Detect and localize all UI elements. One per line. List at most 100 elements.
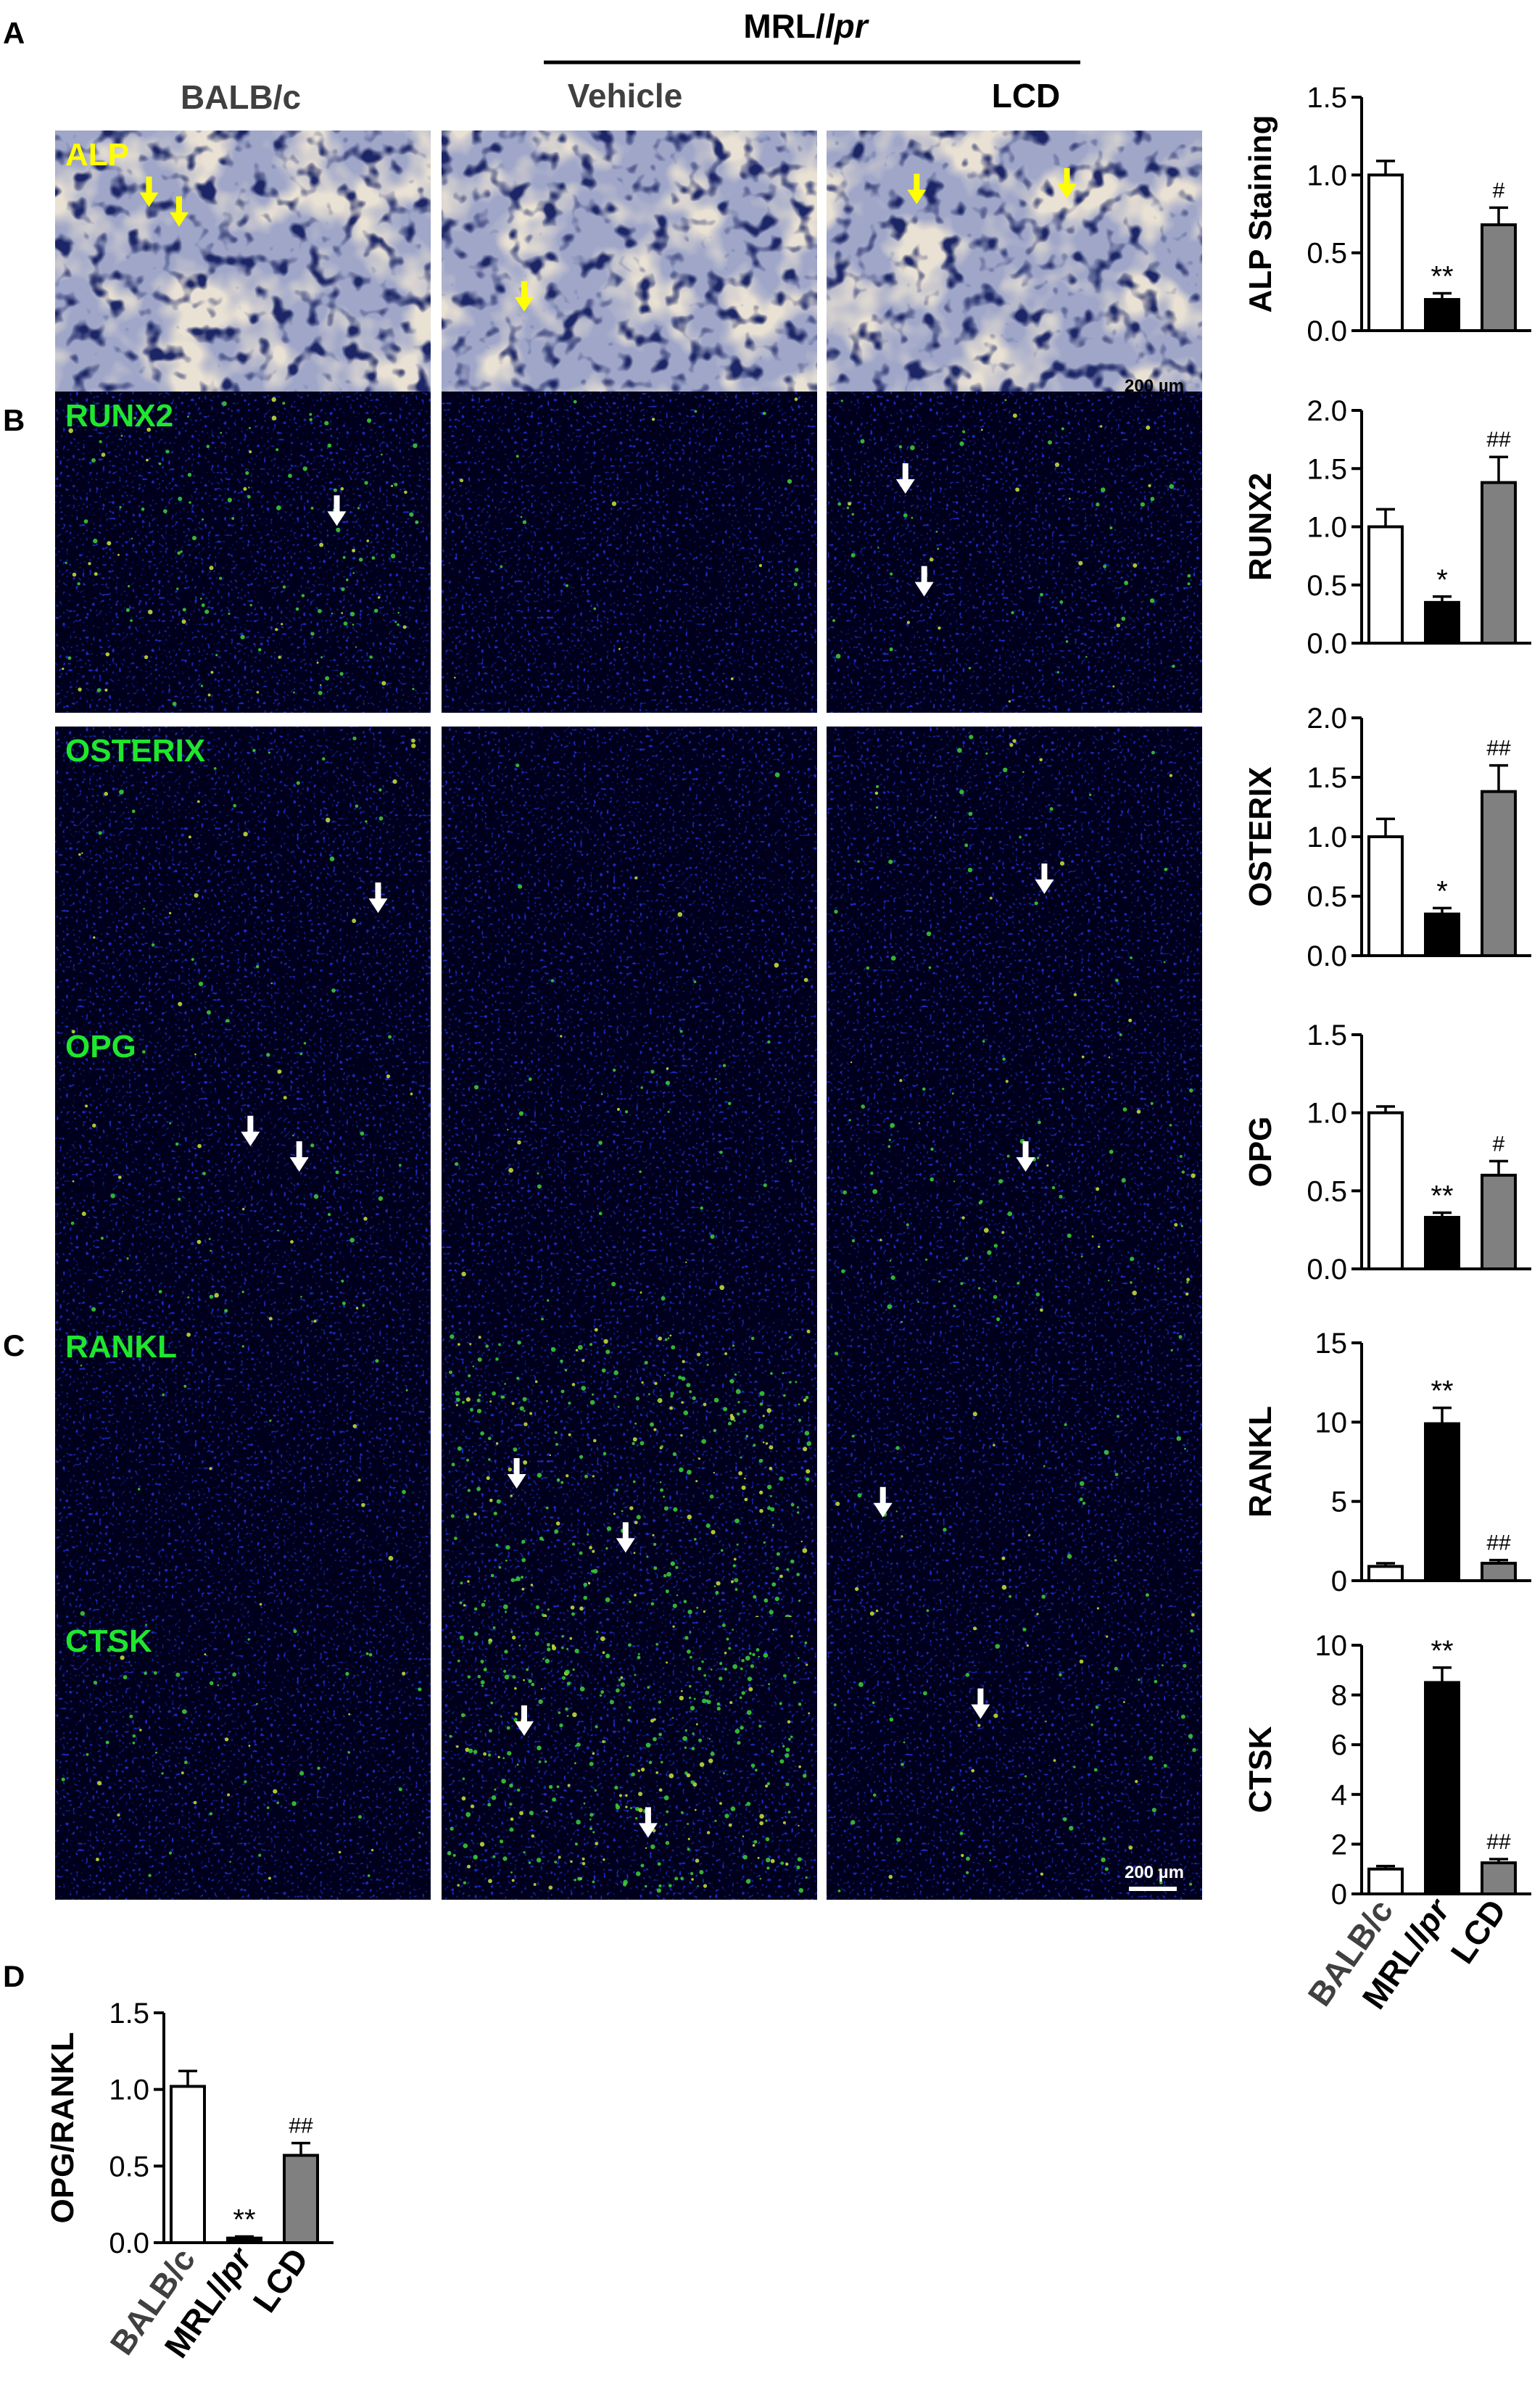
- y-tick-label: 1.5: [1307, 1019, 1347, 1051]
- significance-marker: ##: [1486, 428, 1511, 452]
- arrow-marker: [507, 1458, 526, 1489]
- x-tick-label: LCD: [1443, 1892, 1513, 1970]
- micrograph-ctsk-vehicle: [442, 1617, 817, 1900]
- panel-letter-b: B: [3, 403, 25, 437]
- stain-label-osterix: OSTERIX: [65, 733, 205, 769]
- bar-mrl-lpr: [1424, 595, 1460, 645]
- arrow-marker: [616, 1522, 635, 1553]
- arrow-marker: [327, 495, 347, 526]
- micrograph-ctsk-balbc: CTSK: [55, 1617, 431, 1900]
- bar-balb-c: [170, 2069, 206, 2244]
- arrow-marker: [907, 173, 927, 204]
- y-tick-label: 0: [1331, 1565, 1347, 1597]
- arrow-marker: [873, 1486, 893, 1518]
- y-tick-label: 1.0: [1307, 512, 1347, 544]
- panel-letter-d: D: [3, 1959, 25, 1993]
- significance-marker: *: [1436, 564, 1448, 596]
- group-label: MRL/lpr: [743, 7, 869, 45]
- bar-chart-runx2: 0.0 0.5 1.0 1.5 2.0 RUNX2 * ##: [1243, 395, 1531, 660]
- stain-label-alp: ALP: [65, 137, 129, 173]
- y-axis-label: OPG/RANKL: [45, 2032, 80, 2224]
- column-header-vehicle: Vehicle: [568, 77, 683, 115]
- y-tick-label: 10: [1315, 1407, 1348, 1439]
- bar-balb-c: [1367, 1562, 1404, 1583]
- bar-mrl-lpr: [226, 2235, 262, 2244]
- arrow-marker: [514, 1705, 534, 1736]
- y-tick-label: 1.0: [109, 2074, 149, 2106]
- significance-marker: **: [1431, 260, 1453, 292]
- bar-balb-c: [1367, 508, 1404, 645]
- y-tick-label: 5: [1331, 1486, 1347, 1518]
- y-tick-label: 2.0: [1307, 703, 1347, 735]
- y-tick-label: 1.5: [1307, 82, 1347, 114]
- micrograph-opg-vehicle: [442, 1022, 817, 1341]
- bar-mrl-lpr: [1424, 291, 1460, 333]
- micrograph-alp-balbc: ALP: [55, 131, 431, 413]
- y-tick-label: 8: [1331, 1680, 1347, 1712]
- y-tick-label: 2.0: [1307, 395, 1347, 427]
- arrow-marker: [514, 281, 534, 312]
- y-axis-label: RANKL: [1243, 1406, 1278, 1518]
- bar-mrl-lpr: [1424, 1406, 1460, 1583]
- panel-letter-a: A: [3, 16, 25, 50]
- bar-lcd: [1481, 764, 1517, 958]
- significance-marker: ##: [289, 2114, 313, 2138]
- stain-label-runx2: RUNX2: [65, 398, 173, 434]
- y-tick-label: 2: [1331, 1829, 1347, 1861]
- y-tick-label: 15: [1315, 1328, 1348, 1360]
- arrow-marker: [638, 1807, 658, 1838]
- micrograph-rankl-balbc: RANKL: [55, 1323, 431, 1643]
- bar-lcd: [1481, 1558, 1517, 1583]
- y-axis-label: ALP Staining: [1243, 115, 1278, 313]
- bar-balb-c: [1367, 1105, 1404, 1270]
- y-tick-label: 1.5: [1307, 762, 1347, 794]
- significance-marker: **: [1431, 1375, 1453, 1407]
- bar-chart-alp-staining: 0.0 0.5 1.0 1.5 ALP Staining ** #: [1243, 82, 1531, 347]
- scale-bar: [1129, 1887, 1177, 1891]
- significance-marker: **: [233, 2204, 255, 2236]
- bar-mrl-lpr: [1424, 1666, 1460, 1895]
- bar-balb-c: [1367, 817, 1404, 957]
- bar-chart-osterix: 0.0 0.5 1.0 1.5 2.0 OSTERIX * ##: [1243, 703, 1531, 972]
- bar-balb-c: [1367, 160, 1404, 332]
- y-tick-label: 1.0: [1307, 1098, 1347, 1130]
- micrograph-alp-vehicle: [442, 131, 817, 413]
- significance-marker: #: [1493, 1132, 1505, 1156]
- arrow-marker: [368, 882, 388, 914]
- micrograph-ctsk-lcd: 200 µm: [827, 1617, 1202, 1900]
- y-axis-label: RUNX2: [1243, 473, 1278, 581]
- significance-marker: ##: [1486, 1830, 1511, 1854]
- bar-lcd: [1481, 1159, 1517, 1271]
- y-tick-label: 0.5: [1307, 238, 1347, 270]
- bar-chart-rankl: 0 5 10 15 RANKL ** ##: [1243, 1328, 1531, 1597]
- y-tick-label: 0: [1331, 1879, 1347, 1911]
- significance-marker: **: [1431, 1635, 1453, 1667]
- y-tick-label: 0.5: [1307, 570, 1347, 602]
- significance-marker: #: [1493, 178, 1505, 202]
- micrograph-runx2-lcd: [827, 392, 1202, 713]
- y-tick-label: 0.0: [1307, 315, 1347, 347]
- column-header-lcd: LCD: [992, 77, 1061, 115]
- micrograph-osterix-balbc: OSTERIX: [55, 727, 431, 1043]
- y-tick-label: 0.0: [1307, 628, 1347, 660]
- micrograph-osterix-vehicle: [442, 727, 817, 1043]
- arrow-marker: [1035, 863, 1054, 894]
- y-tick-label: 6: [1331, 1729, 1347, 1761]
- bar-mrl-lpr: [1424, 906, 1460, 957]
- arrow-marker: [1057, 167, 1077, 199]
- bar-chart-opg: 0.0 0.5 1.0 1.5 OPG ** #: [1243, 1019, 1531, 1286]
- y-tick-label: 1.5: [1307, 453, 1347, 485]
- arrow-marker: [1016, 1141, 1035, 1172]
- y-tick-label: 0.0: [1307, 940, 1347, 972]
- y-axis-label: OSTERIX: [1243, 766, 1278, 906]
- bar-lcd: [283, 2141, 319, 2245]
- micrograph-opg-lcd: [827, 1022, 1202, 1341]
- micrograph-runx2-vehicle: [442, 392, 817, 713]
- stain-label-ctsk: CTSK: [65, 1623, 152, 1659]
- column-header-balbc: BALB/c: [181, 78, 301, 116]
- x-tick-label: LCD: [245, 2241, 315, 2319]
- stain-label-opg: OPG: [65, 1029, 136, 1064]
